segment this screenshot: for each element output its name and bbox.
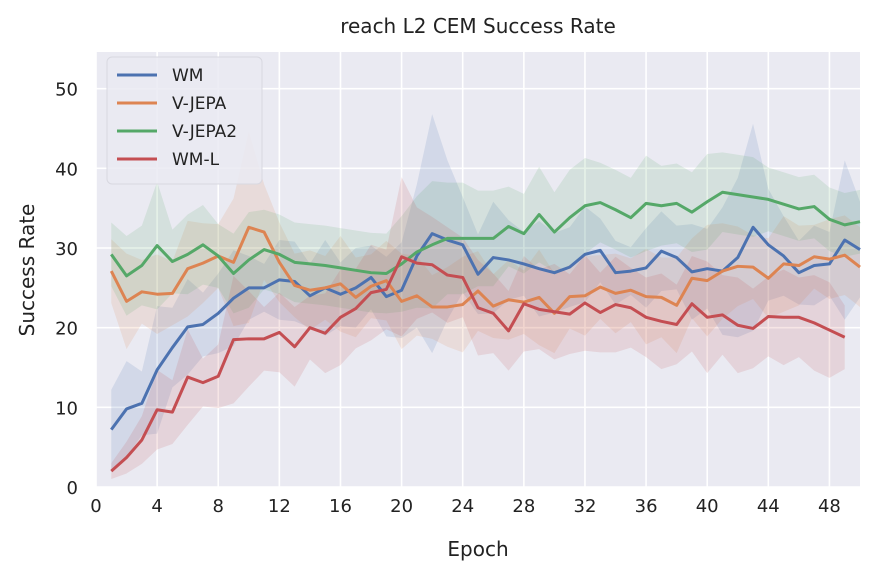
legend-label: V-JEPA2 xyxy=(172,122,237,142)
legend-label: V-JEPA xyxy=(172,94,227,114)
chart-title: reach L2 CEM Success Rate xyxy=(340,14,616,38)
x-tick-label: 16 xyxy=(329,496,352,517)
x-tick-label: 0 xyxy=(90,496,101,517)
line-wm xyxy=(110,225,861,431)
band-wm-l xyxy=(111,177,845,480)
x-axis-label: Epoch xyxy=(447,537,508,561)
line-wm-l xyxy=(110,255,846,473)
x-tick-label: 4 xyxy=(151,496,162,517)
x-tick-label: 44 xyxy=(757,496,780,517)
line-v-jepa xyxy=(109,225,861,315)
line-v-jepa2 xyxy=(110,190,861,278)
x-tick-label: 28 xyxy=(512,496,535,517)
y-tick-label: 40 xyxy=(55,159,78,180)
x-tick-labels: 0 4 8 12 16 20 24 28 32 36 40 44 48 xyxy=(90,496,841,517)
x-tick-label: 36 xyxy=(635,496,658,517)
y-axis-label: Success Rate xyxy=(15,204,39,337)
legend-label: WM xyxy=(172,66,203,86)
x-tick-label: 40 xyxy=(696,496,719,517)
series-lines xyxy=(109,190,861,473)
y-tick-labels: 0 10 20 30 40 50 xyxy=(55,80,78,499)
band-wm xyxy=(111,114,860,470)
y-tick-label: 0 xyxy=(67,478,78,499)
confidence-bands xyxy=(111,114,860,480)
legend: WM V-JEPA V-JEPA2 WM-L xyxy=(106,56,263,185)
y-tick-label: 20 xyxy=(55,319,78,340)
x-tick-label: 48 xyxy=(818,496,841,517)
x-tick-label: 8 xyxy=(213,496,224,517)
x-tick-label: 12 xyxy=(268,496,291,517)
band-v-jepa xyxy=(111,131,860,354)
x-tick-label: 32 xyxy=(574,496,597,517)
y-tick-label: 10 xyxy=(55,398,78,419)
legend-label: WM-L xyxy=(172,150,220,170)
x-tick-label: 24 xyxy=(451,496,474,517)
legend-box xyxy=(106,56,263,185)
y-tick-label: 50 xyxy=(55,80,78,101)
y-tick-label: 30 xyxy=(55,239,78,260)
band-v-jepa2 xyxy=(111,152,860,316)
x-tick-label: 20 xyxy=(390,496,413,517)
